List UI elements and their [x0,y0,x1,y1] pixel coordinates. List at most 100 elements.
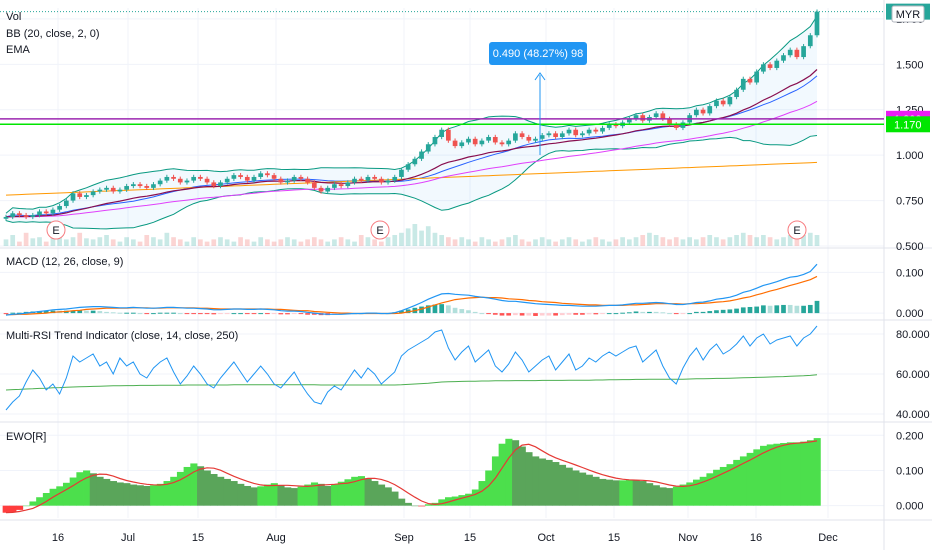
candle[interactable] [807,35,813,47]
candle[interactable] [110,187,116,192]
candle[interactable] [734,89,739,98]
candle[interactable] [781,55,786,61]
candle[interactable] [432,136,438,145]
candle[interactable] [814,11,820,36]
candle[interactable] [600,127,605,132]
macd-panel[interactable] [3,263,820,316]
candle[interactable] [707,106,713,114]
candle[interactable] [211,182,217,187]
candle[interactable] [131,184,136,187]
candle[interactable] [97,189,103,192]
candle[interactable] [774,60,780,68]
candle[interactable] [593,129,599,132]
candle[interactable] [714,100,719,107]
candle[interactable] [70,193,76,201]
candle[interactable] [700,109,706,114]
candle[interactable] [640,115,646,121]
candle[interactable] [218,182,223,187]
candle[interactable] [613,124,619,127]
candle[interactable] [519,133,525,137]
candle[interactable] [606,124,612,128]
earnings-marker[interactable] [787,220,807,240]
candle[interactable] [472,138,478,145]
measure-annotation[interactable]: 0.490 (48.27%) 98 [489,42,587,155]
candle[interactable] [157,180,163,185]
candle[interactable] [694,109,699,116]
candle[interactable] [673,124,679,128]
candle[interactable] [291,176,297,181]
candle[interactable] [513,133,518,141]
candle[interactable] [566,129,572,134]
ewo-signal-line[interactable] [5,440,818,514]
candle[interactable] [57,206,62,210]
candle[interactable] [84,195,89,197]
candle[interactable] [399,169,404,177]
bollinger-lower[interactable] [5,135,818,230]
candle[interactable] [412,158,418,165]
candle[interactable] [767,64,773,68]
candle[interactable] [164,176,170,181]
candle[interactable] [378,178,384,183]
candle[interactable] [506,140,512,145]
legend-macd[interactable]: MACD (12, 26, close, 9) [6,256,123,268]
candle[interactable] [626,118,632,123]
candle[interactable] [787,49,793,56]
candle[interactable] [365,176,371,181]
ema-200-line[interactable] [5,161,818,196]
candle[interactable] [23,215,29,217]
candle[interactable] [298,176,304,179]
candle[interactable] [405,164,411,170]
candle[interactable] [43,211,49,214]
candle[interactable] [177,178,183,183]
candle[interactable] [385,180,391,183]
candle[interactable] [747,78,753,83]
candle[interactable] [37,211,42,216]
candle[interactable] [761,64,766,72]
candle[interactable] [224,178,230,183]
candle[interactable] [198,176,203,179]
candle[interactable] [265,173,270,176]
candle[interactable] [446,129,451,141]
candle[interactable] [459,142,465,147]
candle[interactable] [151,184,156,188]
candle[interactable] [553,133,558,137]
candle[interactable] [479,140,485,145]
candle[interactable] [740,78,746,90]
candle[interactable] [452,140,458,147]
candle[interactable] [680,122,686,128]
candle[interactable] [573,129,579,136]
candle[interactable] [754,71,760,83]
candle[interactable] [318,187,324,192]
candle[interactable] [10,213,16,217]
candle[interactable] [499,142,505,145]
candle[interactable] [17,213,22,216]
candle[interactable] [466,138,471,143]
candle[interactable] [667,118,672,125]
legend-vol[interactable]: Vol [6,11,21,23]
candle[interactable] [660,113,666,119]
legend-rsi[interactable]: Multi-RSI Trend Indicator (close, 14, cl… [6,330,238,342]
candle[interactable] [144,186,150,188]
candle[interactable] [801,46,806,58]
currency-badge[interactable]: MYR [891,5,925,23]
candle[interactable] [332,184,337,188]
candle[interactable] [338,184,344,187]
legend-bb[interactable]: BB (20, close, 2, 0) [6,28,100,40]
candle[interactable] [439,129,445,137]
candle[interactable] [3,216,9,219]
candle[interactable] [486,136,491,141]
rsi-line[interactable] [5,325,818,411]
ewo-panel[interactable] [2,438,821,514]
candle[interactable] [419,151,424,159]
candle[interactable] [311,182,317,188]
earnings-marker[interactable] [370,220,390,240]
candle[interactable] [727,97,733,105]
candle[interactable] [117,189,123,192]
candle[interactable] [653,113,659,118]
candle[interactable] [191,176,197,181]
candle[interactable] [251,176,257,181]
candle[interactable] [546,133,552,136]
legend-ewo[interactable]: EWO[R] [6,431,46,443]
